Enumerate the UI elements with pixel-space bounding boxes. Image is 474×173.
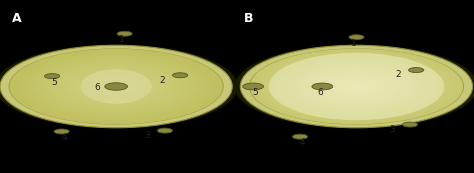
Ellipse shape — [312, 83, 333, 90]
Ellipse shape — [324, 75, 388, 98]
Ellipse shape — [26, 54, 207, 119]
Text: 3: 3 — [389, 125, 395, 134]
Ellipse shape — [84, 75, 148, 98]
Ellipse shape — [409, 68, 424, 72]
Ellipse shape — [266, 54, 447, 119]
Text: 4: 4 — [300, 138, 305, 147]
Ellipse shape — [340, 81, 373, 92]
Ellipse shape — [243, 83, 264, 90]
Ellipse shape — [105, 83, 128, 90]
Ellipse shape — [9, 49, 223, 124]
Ellipse shape — [81, 69, 152, 104]
Ellipse shape — [346, 83, 367, 90]
Ellipse shape — [31, 56, 201, 117]
Ellipse shape — [314, 71, 399, 102]
Ellipse shape — [90, 77, 143, 96]
Ellipse shape — [292, 64, 420, 109]
Ellipse shape — [100, 81, 132, 92]
Ellipse shape — [351, 85, 362, 88]
Ellipse shape — [330, 77, 383, 96]
Text: 2: 2 — [159, 76, 165, 85]
Ellipse shape — [255, 51, 458, 122]
Ellipse shape — [250, 49, 463, 124]
Ellipse shape — [335, 79, 378, 94]
Text: B: B — [244, 12, 254, 25]
Text: 1: 1 — [119, 35, 125, 44]
Ellipse shape — [249, 48, 464, 125]
Ellipse shape — [47, 62, 185, 111]
Ellipse shape — [309, 70, 404, 103]
Ellipse shape — [287, 62, 426, 111]
Text: 4: 4 — [61, 133, 67, 142]
Ellipse shape — [79, 73, 154, 100]
Ellipse shape — [52, 64, 180, 109]
Ellipse shape — [20, 53, 212, 120]
Text: A: A — [12, 12, 21, 25]
Ellipse shape — [276, 58, 437, 115]
Ellipse shape — [402, 122, 418, 127]
Ellipse shape — [68, 70, 164, 103]
Ellipse shape — [157, 128, 173, 133]
Ellipse shape — [0, 45, 232, 128]
Ellipse shape — [269, 53, 444, 120]
Text: 6: 6 — [317, 88, 323, 97]
Ellipse shape — [292, 134, 308, 139]
Ellipse shape — [303, 68, 410, 105]
Ellipse shape — [0, 44, 238, 129]
Ellipse shape — [15, 51, 218, 122]
Ellipse shape — [117, 31, 132, 36]
Text: 6: 6 — [94, 83, 100, 92]
Ellipse shape — [235, 44, 474, 129]
Text: 5: 5 — [253, 88, 258, 97]
Ellipse shape — [298, 66, 415, 107]
Ellipse shape — [45, 74, 60, 79]
Ellipse shape — [63, 68, 169, 105]
Text: 2: 2 — [395, 70, 401, 79]
Ellipse shape — [260, 53, 452, 120]
Ellipse shape — [9, 48, 224, 125]
Ellipse shape — [41, 60, 191, 113]
Ellipse shape — [240, 45, 473, 128]
Ellipse shape — [271, 56, 442, 117]
Ellipse shape — [36, 58, 196, 115]
Ellipse shape — [105, 83, 127, 90]
Text: 3: 3 — [144, 131, 150, 140]
Ellipse shape — [57, 66, 175, 107]
Text: 1: 1 — [351, 39, 357, 48]
Ellipse shape — [282, 60, 431, 113]
Ellipse shape — [173, 73, 188, 78]
Ellipse shape — [319, 73, 394, 100]
Text: 5: 5 — [52, 78, 57, 87]
Ellipse shape — [73, 71, 159, 102]
Ellipse shape — [349, 35, 364, 40]
Ellipse shape — [95, 79, 137, 94]
Ellipse shape — [111, 85, 121, 88]
Ellipse shape — [54, 129, 69, 134]
